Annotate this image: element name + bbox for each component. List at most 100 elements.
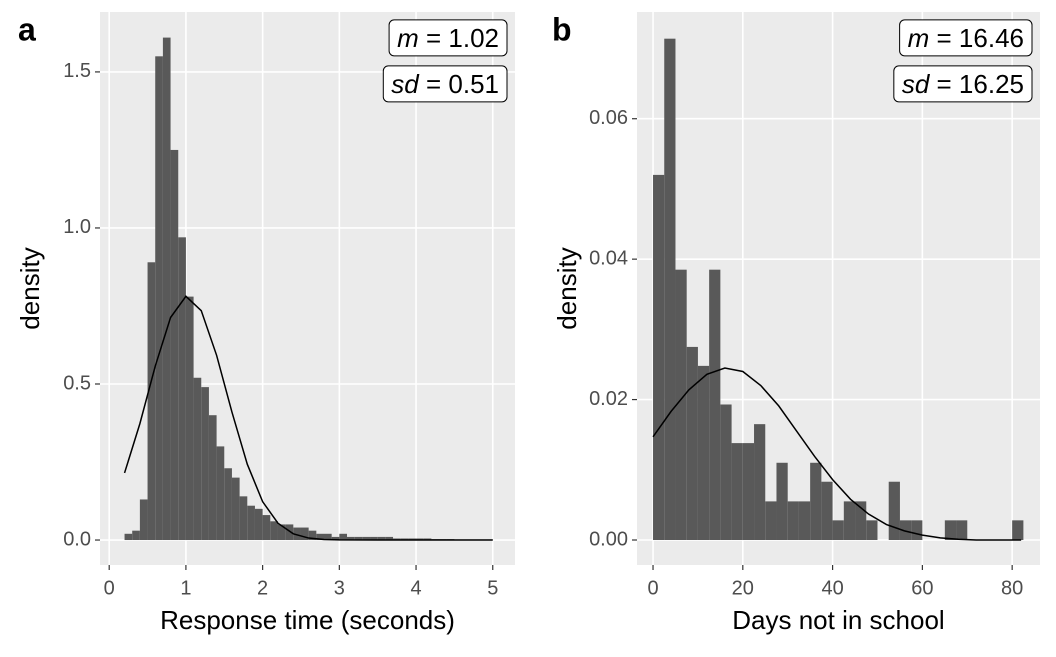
histogram-bar: [262, 515, 271, 541]
annotation-text: sd = 0.51: [391, 69, 499, 99]
annotation-symbol: m: [908, 23, 930, 53]
y-tick-label: 0.0: [63, 528, 91, 550]
panel-label: b: [552, 11, 572, 47]
x-tick-label: 5: [487, 577, 498, 599]
annotation-symbol: sd: [391, 69, 420, 99]
histogram-bar: [224, 468, 232, 541]
histogram-bar: [216, 446, 225, 541]
histogram-bar: [720, 404, 732, 541]
x-tick-label: 20: [732, 577, 754, 599]
x-tick-label: 3: [334, 577, 345, 599]
x-axis-title: Days not in school: [732, 605, 944, 635]
histogram-bar: [185, 296, 194, 541]
annotation-box: [388, 19, 508, 57]
x-tick-label: 80: [1001, 577, 1023, 599]
x-tick-label: 0: [104, 577, 115, 599]
histogram-bar: [147, 262, 156, 541]
histogram-bar: [239, 496, 248, 541]
annotation: sd = 0.51: [382, 65, 508, 103]
histogram-bar: [899, 520, 912, 541]
histogram-bar: [208, 415, 217, 541]
histogram-bar: [408, 538, 417, 541]
histogram-bar: [866, 520, 878, 541]
histogram-bar: [664, 38, 676, 541]
histogram-bar: [155, 56, 163, 541]
histogram-bar: [697, 365, 710, 541]
annotation-text: m = 1.02: [397, 23, 499, 53]
histogram-bar: [653, 174, 665, 541]
histogram-bar: [170, 149, 179, 541]
histogram-bar: [832, 520, 844, 541]
histogram-bar: [944, 520, 957, 541]
histogram-bar: [231, 477, 240, 541]
histogram-bar: [956, 520, 968, 541]
histogram-bar: [765, 501, 777, 541]
histogram-bar: [247, 505, 255, 541]
normal-curve: [123, 295, 493, 541]
histogram-bar: [731, 443, 743, 541]
histogram-bar: [377, 536, 386, 541]
histogram-bar: [393, 538, 401, 541]
histogram-bar: [254, 508, 263, 541]
histogram-bar: [293, 527, 301, 541]
y-tick-label: 0.06: [589, 107, 628, 129]
y-tick-label: 1.5: [63, 60, 91, 82]
histogram-bar: [124, 533, 133, 541]
x-tick-label: 60: [911, 577, 933, 599]
annotation: m = 1.02: [388, 19, 508, 57]
histogram-bar: [675, 269, 687, 541]
histogram-bar: [285, 524, 294, 541]
y-tick-label: 0.04: [589, 247, 628, 269]
histogram-bar: [139, 499, 148, 541]
histogram-bar: [347, 536, 355, 541]
annotation-box: [382, 65, 508, 103]
annotation-text: sd = 16.25: [902, 69, 1024, 99]
annotation: m = 16.46: [899, 19, 1033, 57]
histogram-bar: [354, 536, 363, 541]
histogram-bar: [810, 462, 822, 541]
histogram-bar: [798, 501, 811, 541]
annotation: sd = 16.25: [893, 65, 1033, 103]
annotation-box: [893, 65, 1033, 103]
histogram-bar: [300, 527, 309, 541]
annotation-box: [899, 19, 1033, 57]
annotation-value: = 0.51: [419, 69, 499, 99]
histogram-bar: [821, 481, 833, 541]
histogram-bar: [686, 346, 698, 541]
y-tick-label: 0.00: [589, 528, 628, 550]
histogram-bar: [308, 530, 317, 541]
histogram-bar: [316, 533, 324, 541]
histogram-bar: [270, 521, 278, 541]
histogram-bar: [843, 501, 856, 541]
histogram-bar: [400, 538, 409, 541]
annotation-value: = 16.46: [929, 23, 1024, 53]
y-tick-label: 1.0: [63, 216, 91, 238]
histogram-bar: [201, 387, 209, 541]
histogram-bar: [331, 536, 340, 541]
histogram-bar: [323, 533, 332, 541]
histogram-bar: [162, 37, 171, 541]
x-tick-label: 0: [647, 577, 658, 599]
histogram-bar: [754, 424, 766, 541]
x-tick-label: 4: [410, 577, 421, 599]
annotation-value: = 16.25: [929, 69, 1024, 99]
histogram-bar: [416, 538, 424, 541]
y-tick-label: 0.02: [589, 388, 628, 410]
histogram-bar: [362, 536, 371, 541]
histogram-bar: [911, 520, 923, 541]
histogram-bar: [423, 538, 432, 541]
histogram-bar: [742, 443, 755, 541]
histogram-bar: [178, 237, 186, 541]
normal-curve: [652, 367, 1022, 541]
histogram-bar: [277, 524, 286, 541]
histogram-bar: [132, 530, 140, 541]
x-tick-label: 2: [257, 577, 268, 599]
x-tick-label: 40: [821, 577, 843, 599]
annotation-symbol: sd: [902, 69, 931, 99]
histogram-bar: [370, 536, 378, 541]
annotation-text: m = 16.46: [908, 23, 1024, 53]
histogram-bar: [888, 481, 900, 541]
histogram-bar: [339, 533, 348, 541]
x-tick-label: 1: [180, 577, 191, 599]
